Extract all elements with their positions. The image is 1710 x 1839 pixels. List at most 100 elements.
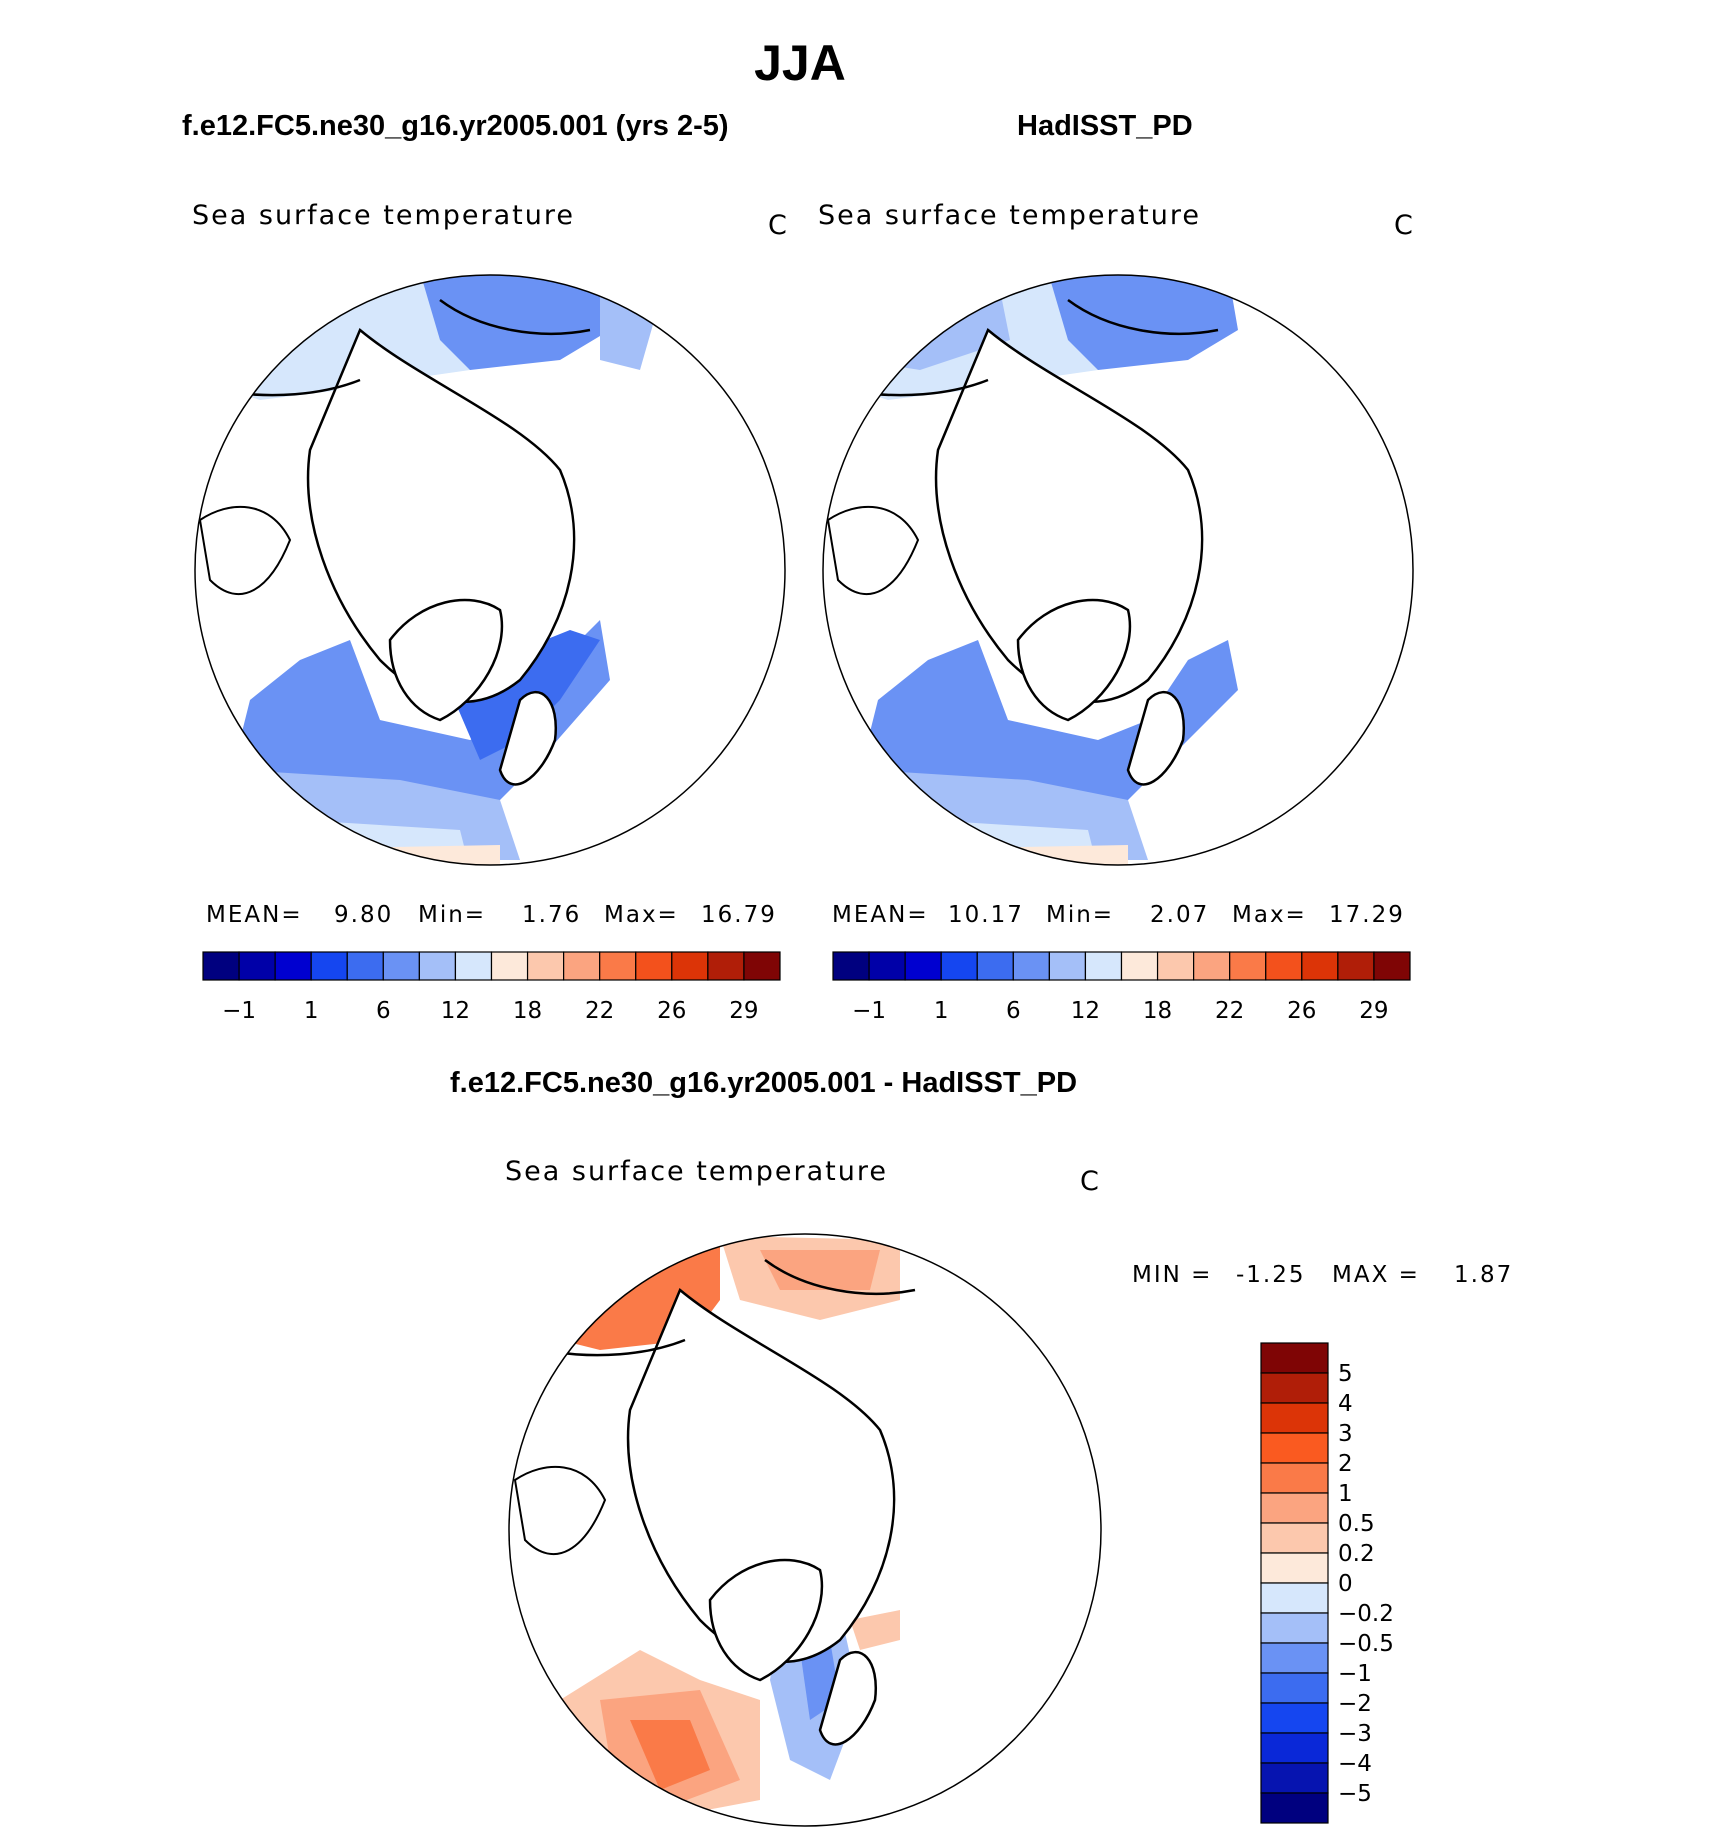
right-colorbar-tick-label: −1 (852, 998, 886, 1024)
right-colorbar-box (1048, 951, 1087, 981)
diff-colorbar-tick-label: 0 (1338, 1571, 1353, 1597)
diff-colorbar-box (1260, 1672, 1329, 1704)
left-mean-value: 9.80 (334, 902, 394, 928)
left-colorbar-tick-label: 26 (657, 998, 686, 1024)
left-colorbar-tick-label: 29 (729, 998, 758, 1024)
left-colorbar-box (202, 951, 240, 981)
left-colorbar-box (238, 951, 276, 981)
diff-colorbar-tick-label: −1 (1338, 1661, 1372, 1687)
left-mean-label: MEAN= (206, 902, 303, 928)
left-colorbar-box (671, 951, 709, 981)
diff-colorbar-tick-label: 2 (1338, 1451, 1353, 1477)
left-max-value: 16.79 (701, 902, 777, 928)
diff-min-label: MIN = (1132, 1262, 1213, 1288)
right-colorbar-box (1084, 951, 1123, 981)
left-colorbar-box (346, 951, 384, 981)
right-panel-title: HadISST_PD (1017, 110, 1193, 142)
right-colorbar-tick-label: 1 (934, 998, 949, 1024)
diff-colorbar-box (1260, 1552, 1329, 1584)
right-mean-label: MEAN= (832, 902, 929, 928)
diff-colorbar-tick-label: 0.2 (1338, 1541, 1375, 1567)
left-map (195, 275, 785, 865)
right-colorbar-box (904, 951, 942, 981)
figure-title: JJA (754, 35, 846, 91)
diff-colorbar-tick-label: −5 (1338, 1781, 1372, 1807)
left-colorbar-box (599, 951, 637, 981)
diff-colorbar-box (1260, 1762, 1329, 1794)
diff-stats: MIN = -1.25 MAX = 1.87 (1132, 1262, 1572, 1288)
diff-colorbar-box (1260, 1522, 1329, 1554)
left-colorbar-box (310, 951, 348, 981)
left-colorbar-box (563, 951, 601, 981)
left-colorbar-box (743, 951, 781, 981)
right-colorbar-box (868, 951, 906, 981)
diff-colorbar-box (1260, 1732, 1329, 1764)
right-min-value: 2.07 (1150, 902, 1210, 928)
left-colorbar-box (526, 951, 565, 981)
diff-colorbar-tick-label: −3 (1338, 1721, 1372, 1747)
left-colorbar-tick-label: 6 (376, 998, 391, 1024)
diff-colorbar-tick-label: 5 (1338, 1361, 1353, 1387)
diff-panel-title: f.e12.FC5.ne30_g16.yr2005.001 - HadISST_… (450, 1067, 1078, 1099)
right-colorbar-box (1193, 951, 1231, 981)
right-colorbar-box (1373, 951, 1411, 981)
left-colorbar-box (418, 951, 457, 981)
diff-colorbar-tick-label: 3 (1338, 1421, 1353, 1447)
left-min-label: Min= (418, 902, 487, 928)
diff-units-label: C (1080, 1166, 1101, 1197)
right-colorbar-tick-label: 22 (1215, 998, 1244, 1024)
diff-colorbar-tick-label: −0.2 (1338, 1601, 1394, 1627)
right-max-label: Max= (1232, 902, 1307, 928)
diff-colorbar-box (1260, 1612, 1329, 1644)
right-colorbar-box (940, 951, 978, 981)
diff-map (509, 1234, 1101, 1826)
right-variable-label: Sea surface temperature (818, 200, 1201, 231)
left-panel-title: f.e12.FC5.ne30_g16.yr2005.001 (yrs 2-5) (182, 110, 729, 142)
left-units-label: C (768, 210, 789, 241)
right-colorbar-tick-label: 12 (1071, 998, 1100, 1024)
right-colorbar-box (1156, 951, 1195, 981)
diff-colorbar-tick-label: 0.5 (1338, 1511, 1375, 1537)
diff-colorbar-box (1260, 1432, 1329, 1464)
diff-colorbar-box (1260, 1792, 1329, 1824)
right-colorbar-box (1337, 951, 1375, 981)
right-colorbar-tick-label: 18 (1143, 998, 1172, 1024)
diff-max-value: 1.87 (1454, 1262, 1514, 1288)
diff-colorbar-tick-label: 1 (1338, 1481, 1353, 1507)
diff-colorbar-tick-label: −2 (1338, 1691, 1372, 1717)
right-max-value: 17.29 (1329, 902, 1405, 928)
right-colorbar-box (1229, 951, 1267, 981)
diff-colorbar-box (1260, 1582, 1329, 1614)
right-colorbar-tick-label: 29 (1359, 998, 1388, 1024)
left-colorbar-box (382, 951, 420, 981)
left-colorbar-box (490, 951, 529, 981)
left-colorbar-tick-label: 18 (513, 998, 542, 1024)
diff-colorbar-tick-label: −0.5 (1338, 1631, 1394, 1657)
right-min-label: Min= (1046, 902, 1115, 928)
diff-min-value: -1.25 (1236, 1262, 1306, 1288)
right-colorbar-box (1265, 951, 1303, 981)
right-colorbar-box (1301, 951, 1339, 981)
right-colorbar-box (976, 951, 1014, 981)
left-variable-label: Sea surface temperature (192, 200, 575, 231)
diff-max-label: MAX = (1332, 1262, 1420, 1288)
diff-colorbar-box (1260, 1372, 1329, 1404)
right-colorbar-box (1120, 951, 1159, 981)
left-colorbar-tick-label: 1 (304, 998, 319, 1024)
left-colorbar-box (454, 951, 493, 981)
diff-colorbar-box (1260, 1462, 1329, 1494)
right-colorbar-box (832, 951, 870, 981)
diff-colorbar-box (1260, 1642, 1329, 1674)
right-colorbar-box (1012, 951, 1050, 981)
right-colorbar-tick-label: 26 (1287, 998, 1316, 1024)
left-max-label: Max= (604, 902, 679, 928)
left-colorbar-box (707, 951, 745, 981)
colorbars-layer: −1 1 6 12 18 22 26 29 −1 1 6 12 18 22 26 29 5 4 3 2 1 0.5 0.2 0… (202, 951, 1411, 1824)
right-map (823, 275, 1413, 865)
left-colorbar-tick-label: 12 (441, 998, 470, 1024)
left-colorbar-box (635, 951, 673, 981)
diff-colorbar-box (1260, 1702, 1329, 1734)
right-colorbar-tick-label: 6 (1006, 998, 1021, 1024)
right-stats: MEAN= 10.17 Min= 2.07 Max= 17.29 (832, 902, 1403, 928)
